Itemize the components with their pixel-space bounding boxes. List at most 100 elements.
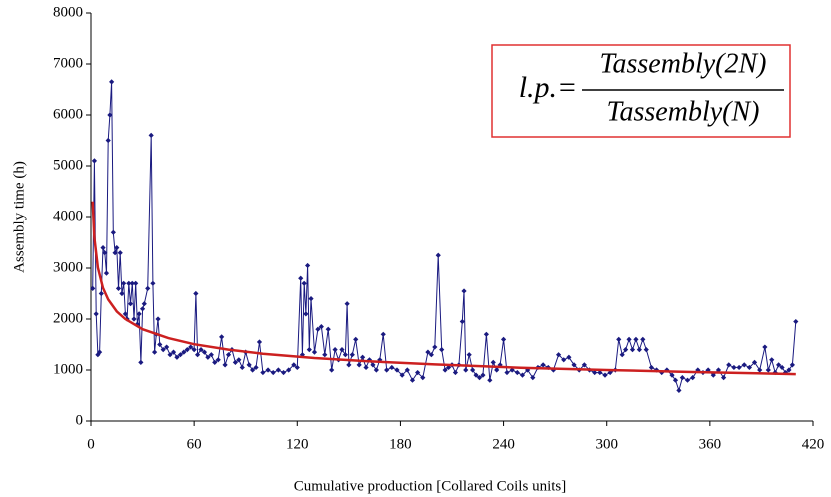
data-point: [215, 357, 221, 363]
data-point: [105, 137, 111, 144]
data-point: [504, 369, 510, 376]
data-point: [789, 362, 795, 368]
y-tick-label: 4000: [53, 208, 83, 224]
data-point: [170, 349, 177, 355]
data-point: [473, 372, 479, 378]
data-point: [415, 369, 421, 376]
data-point: [286, 367, 292, 373]
data-point: [736, 364, 742, 371]
data-point: [726, 362, 732, 368]
data-point: [353, 336, 359, 342]
data-point: [219, 334, 225, 340]
formula-frame: [491, 44, 791, 138]
data-point: [253, 364, 259, 371]
data-point: [404, 367, 410, 373]
data-point: [188, 344, 194, 350]
data-point: [131, 316, 137, 322]
data-point: [339, 347, 345, 353]
data-point: [344, 301, 350, 307]
data-point: [459, 318, 465, 325]
data-point: [155, 316, 161, 322]
data-point: [332, 347, 338, 353]
data-point: [148, 132, 154, 138]
data-point: [636, 347, 642, 353]
formula-denominator: Tassembly(N): [607, 96, 760, 127]
data-point: [225, 352, 232, 358]
data-point: [494, 367, 500, 373]
data-point: [164, 344, 170, 350]
data-point: [91, 158, 98, 164]
data-point: [676, 387, 682, 393]
data-point: [306, 347, 312, 353]
data-point: [452, 369, 459, 376]
y-tick-label: 2000: [53, 310, 83, 326]
data-point: [121, 280, 127, 286]
data-point: [95, 352, 101, 358]
data-point: [377, 357, 383, 363]
y-tick-label: 7000: [53, 55, 83, 71]
data-point: [157, 341, 163, 348]
data-point: [126, 280, 132, 286]
x-tick-label: 240: [492, 436, 515, 452]
data-point: [619, 352, 625, 358]
data-point: [318, 324, 324, 330]
x-tick-label: 360: [699, 436, 722, 452]
data-point: [141, 301, 147, 307]
data-point: [301, 280, 307, 286]
data-point: [167, 352, 173, 358]
data-point: [602, 372, 608, 378]
y-axis-label: Assembly time (h): [11, 161, 27, 273]
data-point: [633, 336, 639, 342]
data-point: [715, 367, 722, 373]
data-point: [201, 349, 208, 355]
data-point: [308, 296, 314, 302]
data-point: [127, 301, 134, 307]
data-point: [782, 369, 789, 376]
data-point: [757, 367, 763, 373]
data-point: [100, 245, 106, 251]
data-point: [208, 352, 214, 358]
y-tick-label: 0: [76, 412, 84, 428]
data-point: [466, 352, 472, 358]
data-point: [669, 372, 675, 378]
data-point: [370, 362, 376, 368]
data-point: [500, 336, 507, 342]
data-point: [133, 280, 139, 286]
data-point: [349, 352, 355, 358]
data-point: [776, 362, 782, 368]
data-point: [315, 326, 321, 332]
data-point: [280, 369, 287, 376]
data-point: [497, 362, 503, 368]
data-point: [145, 285, 151, 291]
data-point: [177, 352, 183, 358]
data-point: [540, 362, 546, 368]
data-point: [205, 354, 211, 360]
data-point: [115, 285, 122, 291]
data-point: [291, 362, 297, 368]
data-point: [194, 352, 201, 358]
formula-box: l.p.= Tassembly(2N) Tassembly(N): [491, 44, 791, 138]
data-point: [136, 311, 142, 317]
data-point: [445, 364, 452, 371]
data-point: [762, 344, 768, 350]
data-point: [480, 372, 486, 378]
data-point: [483, 331, 489, 337]
y-tick-label: 1000: [53, 361, 83, 377]
data-point: [684, 377, 691, 383]
data-point: [246, 362, 252, 368]
data-point: [439, 347, 445, 353]
data-point: [435, 252, 441, 258]
data-point: [721, 375, 727, 381]
data-point: [122, 311, 128, 317]
data-point: [514, 369, 520, 376]
data-point: [751, 359, 758, 365]
data-point: [198, 347, 204, 353]
x-tick-label: 120: [286, 436, 309, 452]
data-point: [561, 357, 567, 363]
y-tick-label: 6000: [53, 106, 83, 122]
data-point: [779, 364, 785, 371]
formula-lhs: l.p.=: [519, 71, 578, 104]
data-point: [93, 311, 99, 317]
data-point: [191, 347, 197, 353]
data-point: [90, 285, 96, 291]
